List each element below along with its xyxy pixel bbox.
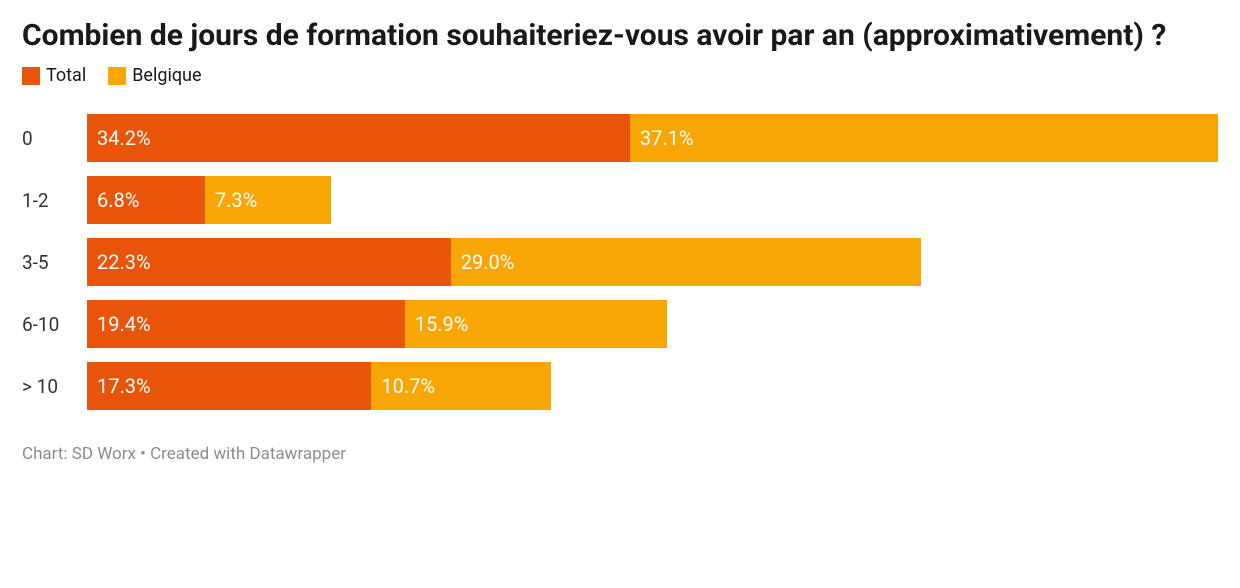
bar-track: 34.2% 37.1% [87, 114, 1218, 162]
chart-container: Combien de jours de formation souhaiteri… [0, 0, 1240, 488]
bar-belgique: 29.0% [451, 238, 921, 286]
category-label: 1-2 [22, 189, 87, 212]
bar-total-value: 6.8% [97, 188, 139, 212]
legend-swatch-total [22, 67, 40, 85]
chart-row: 6-10 19.4% 15.9% [22, 300, 1218, 348]
bar-belgique-value: 15.9% [415, 312, 469, 336]
bar-track: 19.4% 15.9% [87, 300, 1218, 348]
bar-track: 22.3% 29.0% [87, 238, 1218, 286]
category-label: 0 [22, 127, 87, 150]
bar-total-value: 34.2% [97, 126, 151, 150]
bar-belgique: 10.7% [371, 362, 551, 410]
chart-row: 3-5 22.3% 29.0% [22, 238, 1218, 286]
legend-swatch-belgique [108, 67, 126, 85]
bar-total: 19.4% [87, 300, 405, 348]
bar-belgique: 37.1% [630, 114, 1218, 162]
bar-total: 17.3% [87, 362, 371, 410]
bar-total: 6.8% [87, 176, 205, 224]
legend: Total Belgique [22, 65, 1218, 86]
bar-total-value: 22.3% [97, 250, 151, 274]
bar-belgique-value: 10.7% [381, 374, 435, 398]
bar-total-value: 17.3% [97, 374, 151, 398]
legend-label-total: Total [46, 65, 86, 86]
bar-belgique: 7.3% [205, 176, 331, 224]
bar-track: 6.8% 7.3% [87, 176, 1218, 224]
legend-item-total: Total [22, 65, 86, 86]
chart-row: 0 34.2% 37.1% [22, 114, 1218, 162]
bar-track: 17.3% 10.7% [87, 362, 1218, 410]
bar-belgique-value: 29.0% [461, 250, 515, 274]
bar-belgique-value: 7.3% [215, 188, 257, 212]
legend-item-belgique: Belgique [108, 65, 201, 86]
bar-total-value: 19.4% [97, 312, 151, 336]
bar-total: 22.3% [87, 238, 451, 286]
category-label: 6-10 [22, 313, 87, 336]
bar-chart: 034.2%37.1%1-26.8%7.3%3-522.3%29.0%6-101… [22, 114, 1218, 410]
chart-row: 1-2 6.8% 7.3% [22, 176, 1218, 224]
bar-belgique: 15.9% [405, 300, 667, 348]
bar-total: 34.2% [87, 114, 630, 162]
category-label: 3-5 [22, 251, 87, 274]
chart-row: > 10 17.3% 10.7% [22, 362, 1218, 410]
bar-belgique-value: 37.1% [640, 126, 694, 150]
chart-title: Combien de jours de formation souhaiteri… [22, 18, 1218, 53]
legend-label-belgique: Belgique [132, 65, 201, 86]
category-label: > 10 [22, 375, 87, 398]
chart-footer: Chart: SD Worx • Created with Datawrappe… [22, 444, 1218, 464]
